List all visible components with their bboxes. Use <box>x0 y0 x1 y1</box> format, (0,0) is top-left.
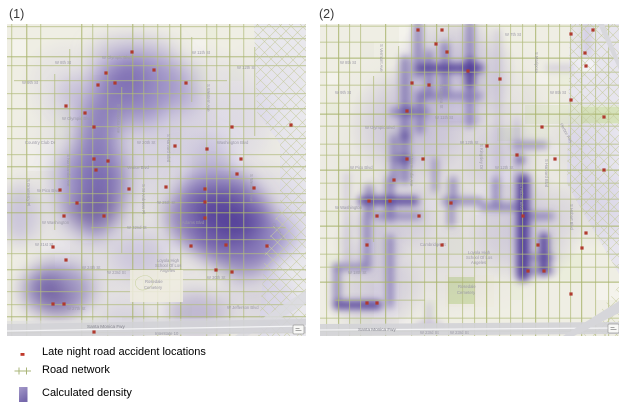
svg-text:W 23rd St: W 23rd St <box>107 270 126 275</box>
svg-text:S Mariposa: S Mariposa <box>534 52 539 74</box>
svg-text:W 21st St: W 21st St <box>35 242 54 247</box>
svg-text:W Washington: W Washington <box>42 220 70 225</box>
svg-text:Rosedale: Rosedale <box>458 284 476 289</box>
svg-text:Cemetery: Cemetery <box>457 290 476 295</box>
svg-text:Santa Monica Fwy: Santa Monica Fwy <box>358 327 396 332</box>
svg-text:W 11th St: W 11th St <box>435 115 454 120</box>
svg-text:S Vermont Ave: S Vermont Ave <box>379 44 384 72</box>
svg-text:Cemetery: Cemetery <box>144 285 163 290</box>
svg-text:W Jefferson Blvd: W Jefferson Blvd <box>227 305 259 310</box>
svg-text:Cambridge St: Cambridge St <box>420 242 446 247</box>
svg-text:S Normandie Ave: S Normandie Ave <box>409 154 414 187</box>
svg-text:W 8th St: W 8th St <box>550 90 567 95</box>
svg-text:W Pico Blvd: W Pico Blvd <box>37 188 60 193</box>
svg-text:S Hobart Blvd: S Hobart Blvd <box>569 204 574 231</box>
svg-text:W 12th St: W 12th St <box>460 140 479 145</box>
svg-text:W 8th St: W 8th St <box>55 60 72 65</box>
svg-text:Venice Blvd: Venice Blvd <box>127 165 150 170</box>
svg-text:W 12th St: W 12th St <box>495 165 514 170</box>
svg-text:W Olympic Blvd: W Olympic Blvd <box>365 125 395 130</box>
svg-text:W 8th St: W 8th St <box>340 60 357 65</box>
svg-text:S Normandie Ave: S Normandie Ave <box>66 154 71 187</box>
svg-text:S Kingsley Dr: S Kingsley Dr <box>479 144 484 170</box>
svg-text:Interstate 10: Interstate 10 <box>155 331 179 336</box>
svg-text:Loyola High: Loyola High <box>468 250 491 255</box>
svg-text:W 23rd St: W 23rd St <box>420 330 439 335</box>
svg-text:W Washington: W Washington <box>335 205 363 210</box>
svg-text:S Mariposa Ave: S Mariposa Ave <box>116 104 121 134</box>
svg-text:W 27th St: W 27th St <box>67 306 86 311</box>
svg-text:W 23rd St: W 23rd St <box>450 330 469 335</box>
svg-text:W 24th St: W 24th St <box>82 265 101 270</box>
svg-text:S Gramercy Pl: S Gramercy Pl <box>26 179 31 206</box>
svg-text:W 9th St: W 9th St <box>22 80 39 85</box>
svg-text:W 12th St: W 12th St <box>237 65 256 70</box>
svg-text:Angeles: Angeles <box>160 268 175 273</box>
svg-text:Rosedale: Rosedale <box>145 279 163 284</box>
svg-text:School Of Los: School Of Los <box>466 255 492 260</box>
svg-text:W Olympic Blvd: W Olympic Blvd <box>62 116 92 121</box>
svg-text:S Catalina St: S Catalina St <box>439 84 444 109</box>
svg-text:S St Andrews Pl: S St Andrews Pl <box>141 184 146 214</box>
svg-text:Santa Monica Fwy: Santa Monica Fwy <box>87 324 125 329</box>
svg-text:W 9th St: W 9th St <box>335 90 352 95</box>
svg-text:Angeles: Angeles <box>471 260 486 265</box>
svg-text:W Olympic Blvd: W Olympic Blvd <box>102 55 132 60</box>
svg-text:Country Club Dr: Country Club Dr <box>25 140 56 145</box>
svg-text:S Hobart Blvd: S Hobart Blvd <box>519 184 524 211</box>
svg-text:S Western Ave: S Western Ave <box>249 174 254 202</box>
svg-text:Loyola High: Loyola High <box>157 258 180 263</box>
svg-text:S Harvard Blvd: S Harvard Blvd <box>166 134 171 163</box>
svg-text:W 18th St: W 18th St <box>348 270 367 275</box>
svg-text:W 7th St: W 7th St <box>505 32 522 37</box>
svg-text:W 30th St: W 30th St <box>207 275 226 280</box>
svg-text:S Harvard Blvd: S Harvard Blvd <box>544 159 549 188</box>
svg-text:W 25th St: W 25th St <box>157 200 176 205</box>
svg-text:W Pico Blvd: W Pico Blvd <box>350 165 373 170</box>
svg-text:S Western Ave: S Western Ave <box>206 84 211 112</box>
svg-text:W 20th St: W 20th St <box>137 140 156 145</box>
svg-text:W 11th St: W 11th St <box>192 50 211 55</box>
svg-text:Washington Blvd: Washington Blvd <box>217 140 249 145</box>
svg-text:W Adams Blvd: W Adams Blvd <box>177 220 205 225</box>
svg-text:W 22nd St: W 22nd St <box>127 225 147 230</box>
svg-text:School Of Los: School Of Los <box>155 263 181 268</box>
